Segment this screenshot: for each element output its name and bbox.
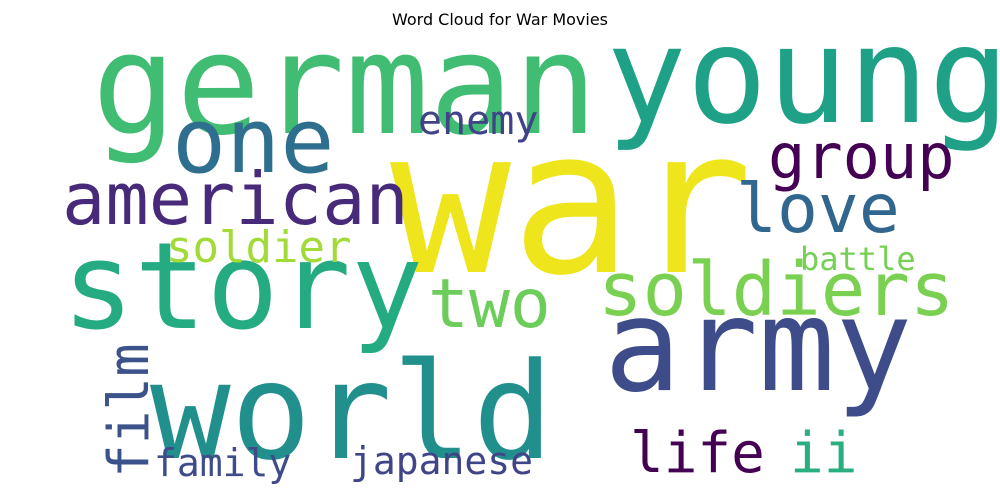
word-story: story bbox=[62, 218, 423, 357]
word-soldiers: soldiers bbox=[598, 247, 954, 333]
word-love: love bbox=[736, 170, 900, 249]
word-battle: battle bbox=[800, 240, 916, 278]
word-one: one bbox=[172, 89, 335, 194]
word-american: american bbox=[62, 157, 409, 241]
word-german: german bbox=[92, 4, 598, 167]
word-film: film bbox=[97, 343, 162, 478]
word-life: life bbox=[630, 421, 765, 486]
word-world: world bbox=[150, 334, 553, 490]
word-ii: ii bbox=[790, 421, 857, 486]
word-soldier: soldier bbox=[166, 222, 351, 273]
word-enemy: enemy bbox=[418, 98, 538, 144]
word-war: war bbox=[390, 86, 753, 320]
word-young: young bbox=[606, 0, 1000, 154]
word-two: two bbox=[428, 265, 551, 344]
word-group: group bbox=[768, 120, 955, 193]
word-japanese: japanese bbox=[350, 439, 533, 483]
chart-title: Word Cloud for War Movies bbox=[391, 10, 609, 29]
word-army: army bbox=[604, 272, 912, 421]
word-family: family bbox=[154, 441, 291, 485]
